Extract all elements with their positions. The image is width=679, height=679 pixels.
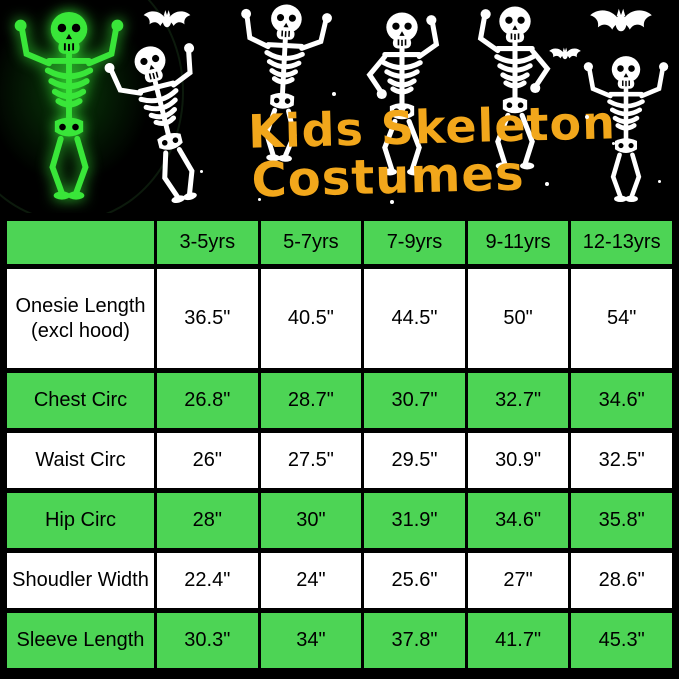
size-cell: 30.3" xyxy=(154,607,261,674)
paint-splatter xyxy=(545,182,549,186)
paint-splatter xyxy=(612,142,615,145)
size-cell: 34.6" xyxy=(464,488,572,553)
size-cell: 29.5" xyxy=(361,428,468,494)
table-row: Chest Circ 26.8" 28.7" 30.7" 32.7" 34.6" xyxy=(4,368,675,434)
size-cell: 30.7" xyxy=(361,368,468,434)
size-cell: 30.9" xyxy=(464,428,572,494)
table-row: Waist Circ 26" 27.5" 29.5" 30.9" 32.5" xyxy=(4,428,675,494)
size-cell: 26" xyxy=(154,428,261,494)
col-header: 12-13yrs xyxy=(568,216,675,269)
row-label: Hip Circ xyxy=(4,488,157,553)
size-cell: 44.5" xyxy=(361,263,468,374)
row-label: Waist Circ xyxy=(4,428,157,494)
bat-icon xyxy=(142,8,192,34)
size-cell: 28.6" xyxy=(568,547,675,613)
size-cell: 27" xyxy=(464,547,572,613)
size-cell: 45.3" xyxy=(568,607,675,674)
size-cell: 28" xyxy=(154,488,261,553)
row-label: Shoudler Width xyxy=(4,547,157,613)
size-cell: 50" xyxy=(464,263,572,374)
size-cell: 37.8" xyxy=(361,607,468,674)
table-row: Onesie Length (excl hood) 36.5" 40.5" 44.5"… xyxy=(4,263,675,374)
size-cell: 32.5" xyxy=(568,428,675,494)
paint-splatter xyxy=(585,115,589,119)
row-label: Sleeve Length xyxy=(4,607,157,674)
size-cell: 22.4" xyxy=(154,547,261,613)
size-cell: 25.6" xyxy=(361,547,468,613)
row-label: Onesie Length (excl hood) xyxy=(4,263,157,374)
size-cell: 27.5" xyxy=(257,428,365,494)
table-row: Sleeve Length 30.3" 34" 37.8" 41.7" 45.3" xyxy=(4,607,675,674)
size-cell: 32.7" xyxy=(464,368,572,434)
page-title-line2: Costumes xyxy=(250,145,526,209)
corner-cell xyxy=(4,216,157,269)
header-row: 3-5yrs 5-7yrs 7-9yrs 9-11yrs 12-13yrs xyxy=(4,216,675,269)
paint-splatter xyxy=(390,200,394,204)
size-cell: 36.5" xyxy=(154,263,261,374)
paint-splatter xyxy=(258,198,261,201)
paint-splatter xyxy=(332,92,336,96)
table-row: Hip Circ 28" 30" 31.9" 34.6" 35.8" xyxy=(4,488,675,553)
table-row: Shoudler Width 22.4" 24" 25.6" 27" 28.6" xyxy=(4,547,675,613)
size-cell: 26.8" xyxy=(154,368,261,434)
row-label: Chest Circ xyxy=(4,368,157,434)
size-chart-section: 3-5yrs 5-7yrs 7-9yrs 9-11yrs 12-13yrs Onesie … xyxy=(0,213,679,679)
paint-splatter xyxy=(200,170,203,173)
size-cell: 34.6" xyxy=(568,368,675,434)
size-chart-table: 3-5yrs 5-7yrs 7-9yrs 9-11yrs 12-13yrs Onesie … xyxy=(4,216,675,674)
bat-icon xyxy=(588,6,654,40)
col-header: 7-9yrs xyxy=(361,216,468,269)
hero-banner: Kids Skeleton Costumes xyxy=(0,0,679,222)
size-cell: 31.9" xyxy=(361,488,468,553)
col-header: 9-11yrs xyxy=(464,216,572,269)
col-header: 3-5yrs xyxy=(154,216,261,269)
size-cell: 41.7" xyxy=(464,607,572,674)
size-cell: 30" xyxy=(257,488,365,553)
size-cell: 35.8" xyxy=(568,488,675,553)
col-header: 5-7yrs xyxy=(257,216,365,269)
size-cell: 40.5" xyxy=(257,263,365,374)
size-cell: 34" xyxy=(257,607,365,674)
size-cell: 54" xyxy=(568,263,675,374)
size-cell: 24" xyxy=(257,547,365,613)
paint-splatter xyxy=(658,180,661,183)
bat-icon xyxy=(548,46,582,64)
size-cell: 28.7" xyxy=(257,368,365,434)
